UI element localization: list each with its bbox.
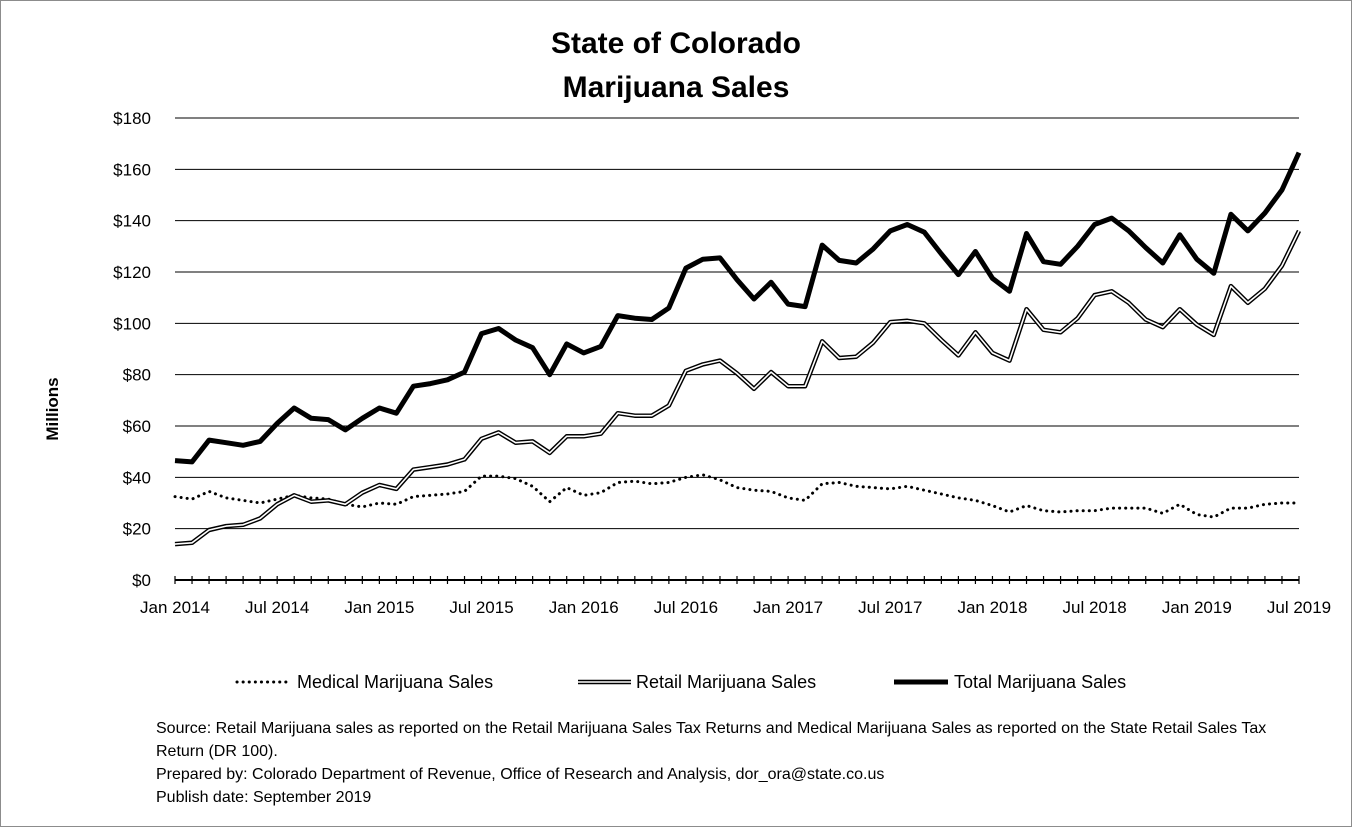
chart-notes: Source: Retail Marijuana sales as report… [156,717,1316,809]
retail-marijuana-sales-line-inner [174,230,1300,545]
x-tick-label: Jan 2016 [549,598,619,617]
y-tick-label: $100 [113,314,151,333]
x-tick-label: Jul 2014 [245,598,309,617]
x-tick-label: Jan 2019 [1162,598,1232,617]
y-tick-label: $60 [123,417,151,436]
chart-title-line-1: State of Colorado [551,27,801,60]
y-axis-title: Millions [43,377,62,440]
x-axis: Jan 2014 Jul 2014 Jan 2015 Jul 2015 Jan 2016… [140,576,1331,617]
grid-lines [175,117,1299,530]
x-tick-label: Jan 2017 [753,598,823,617]
y-axis-ticks: $0 $20 $40 $60 $80 $100 $120 $140 $160 $180 [113,109,151,590]
legend-label-medical-marijuana-sales: Medical Marijuana Sales [297,672,493,692]
chart-title-line-2: Marijuana Sales [563,71,790,104]
x-tick-label: Jan 2018 [957,598,1027,617]
legend-label-retail-marijuana-sales: Retail Marijuana Sales [636,672,816,692]
y-tick-label: $160 [113,160,151,179]
x-tick-label: Jul 2018 [1062,598,1126,617]
y-tick-label: $0 [132,571,151,590]
x-tick-label: Jul 2017 [858,598,922,617]
prepared-by-note: Prepared by: Colorado Department of Reve… [156,766,885,783]
y-tick-label: $40 [123,468,151,487]
y-tick-label: $120 [113,263,151,282]
series-lines [173,151,1302,547]
x-tick-label: Jan 2015 [344,598,414,617]
source-note: Source: Retail Marijuana sales as report… [156,720,1267,760]
publish-date-note: Publish date: September 2019 [156,789,372,806]
medical-marijuana-sales-line [173,473,1301,519]
y-tick-label: $80 [123,366,151,385]
y-tick-label: $180 [113,109,151,128]
x-tick-label: Jul 2015 [449,598,513,617]
total-marijuana-sales-line [174,151,1302,465]
y-tick-label: $140 [113,212,151,231]
x-tick-label: Jan 2014 [140,598,210,617]
legend-label-total-marijuana-sales: Total Marijuana Sales [954,672,1126,692]
x-tick-label: Jul 2016 [654,598,718,617]
legend: Medical Marijuana Sales Retail Marijuana … [235,672,1126,692]
x-tick-label: Jul 2019 [1267,598,1331,617]
y-tick-label: $20 [123,520,151,539]
